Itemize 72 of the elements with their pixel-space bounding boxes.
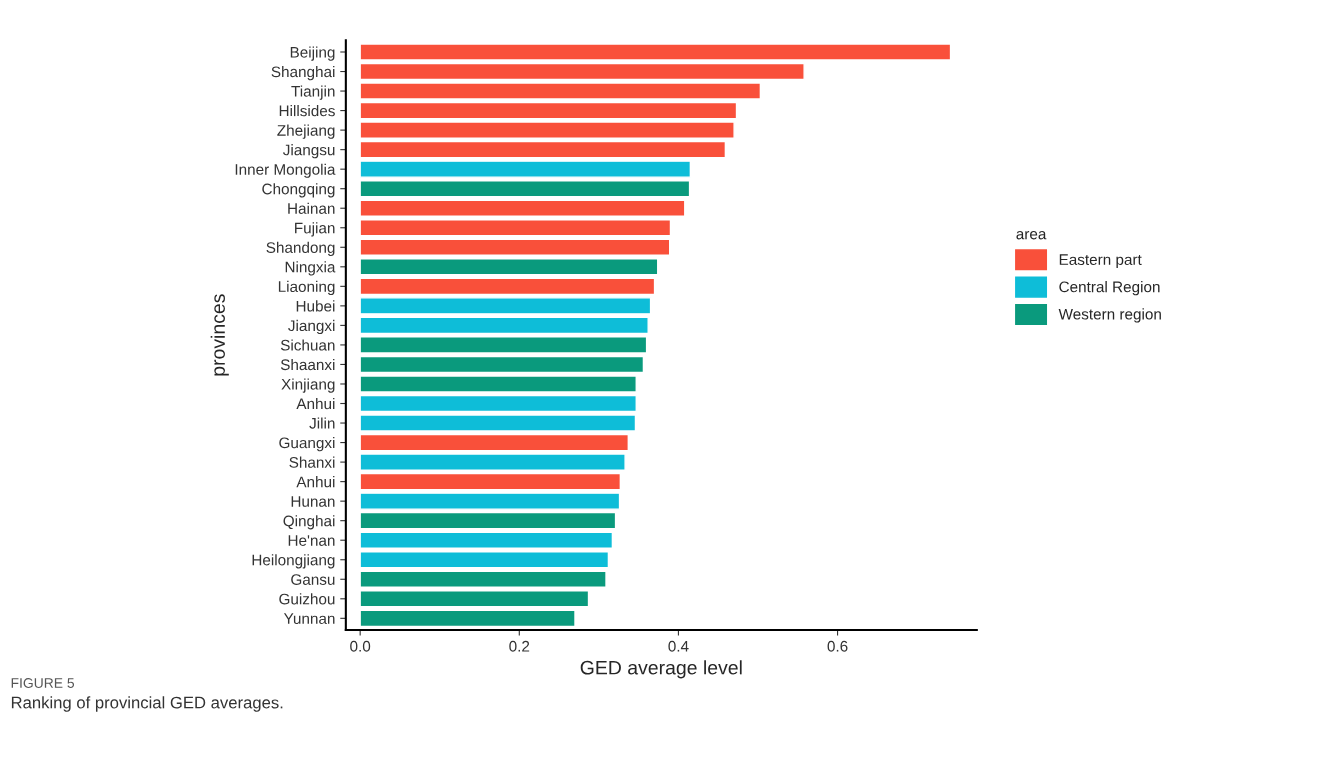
- y-tick-label: He'nan: [288, 535, 335, 546]
- bar: [359, 531, 614, 549]
- bar: [359, 62, 805, 81]
- bar: [359, 394, 637, 413]
- y-tick-label: Hunan: [291, 496, 335, 507]
- bar: [359, 199, 686, 217]
- y-tick-label: Anhui: [296, 476, 335, 488]
- y-tick-label: Shanxi: [289, 456, 335, 468]
- bar: [359, 160, 692, 178]
- y-tick-label: Guangxi: [279, 437, 335, 452]
- bar: [359, 414, 637, 432]
- x-axis-title: GED average level: [580, 660, 742, 679]
- y-tick-label: Jiangxi: [288, 319, 335, 335]
- x-tick-label: 0.0: [350, 640, 371, 652]
- y-tick-label: Liaoning: [278, 280, 335, 296]
- bar: [359, 277, 656, 296]
- y-tick-label: Ningxia: [285, 261, 336, 276]
- bar: [359, 121, 735, 139]
- bar: [359, 590, 590, 608]
- y-tick-label: Zhejiang: [277, 124, 335, 139]
- bar: [359, 551, 610, 569]
- y-tick-label: Beijing: [290, 46, 335, 61]
- legend-label: Central Region: [1059, 281, 1160, 296]
- y-tick-label: Gansu: [291, 574, 335, 585]
- legend-label: Eastern part: [1059, 254, 1142, 269]
- y-tick-label: Jiangsu: [283, 144, 335, 159]
- bar: [359, 472, 622, 491]
- bar: [359, 375, 637, 393]
- bar: [359, 336, 648, 354]
- y-tick-label: Qinghai: [283, 515, 335, 530]
- y-tick-label: Heilongjiang: [252, 554, 335, 569]
- y-tick-label: Jilin: [309, 417, 335, 429]
- x-tick-label: 0.4: [668, 640, 689, 652]
- y-tick-label: Hubei: [296, 300, 335, 312]
- bar: [359, 433, 629, 452]
- bar: [359, 43, 952, 61]
- caption: FIGURE 5: [11, 678, 75, 688]
- bar: [359, 297, 652, 315]
- y-tick-label: Guizhou: [279, 593, 335, 605]
- x-tick-label: 0.2: [509, 640, 530, 652]
- y-tick-label: Inner Mongolia: [235, 163, 336, 178]
- y-tick-label: Shanghai: [271, 65, 335, 81]
- bar: [359, 316, 649, 335]
- bar: [359, 609, 576, 628]
- text: Ranking of provincial GED averages.: [11, 696, 283, 712]
- y-axis-title: provinces: [210, 294, 229, 376]
- y-tick-label: Chongqing: [262, 183, 335, 198]
- bar: [359, 511, 617, 530]
- bar: [359, 355, 645, 374]
- y-tick-label: Xinjiang: [281, 378, 335, 393]
- y-tick-label: Fujian: [295, 222, 335, 237]
- y-tick-label: Sichuan: [280, 339, 335, 351]
- y-tick-label: Hainan: [288, 202, 335, 214]
- y-tick-label: Yunnan: [283, 613, 335, 625]
- y-tick-label: Anhui: [296, 397, 335, 410]
- y-tick-label: Hillsides: [279, 105, 335, 117]
- y-tick-label: Shandong: [266, 241, 335, 256]
- y-tick-label: Shaanxi: [280, 358, 335, 371]
- y-tick-label: Tianjin: [291, 85, 335, 100]
- bar: [359, 570, 607, 588]
- bar: [359, 453, 626, 471]
- bar: [359, 140, 727, 159]
- bar: [359, 179, 691, 198]
- bar: [359, 238, 671, 256]
- x-tick-label: 0.6: [827, 640, 848, 652]
- bar: [359, 82, 762, 100]
- legend-title: area: [1016, 231, 1047, 240]
- bar: [359, 258, 659, 276]
- bar: [359, 219, 672, 237]
- bar: [359, 492, 621, 510]
- legend-label: Western region: [1058, 308, 1161, 323]
- bar: [359, 101, 738, 120]
